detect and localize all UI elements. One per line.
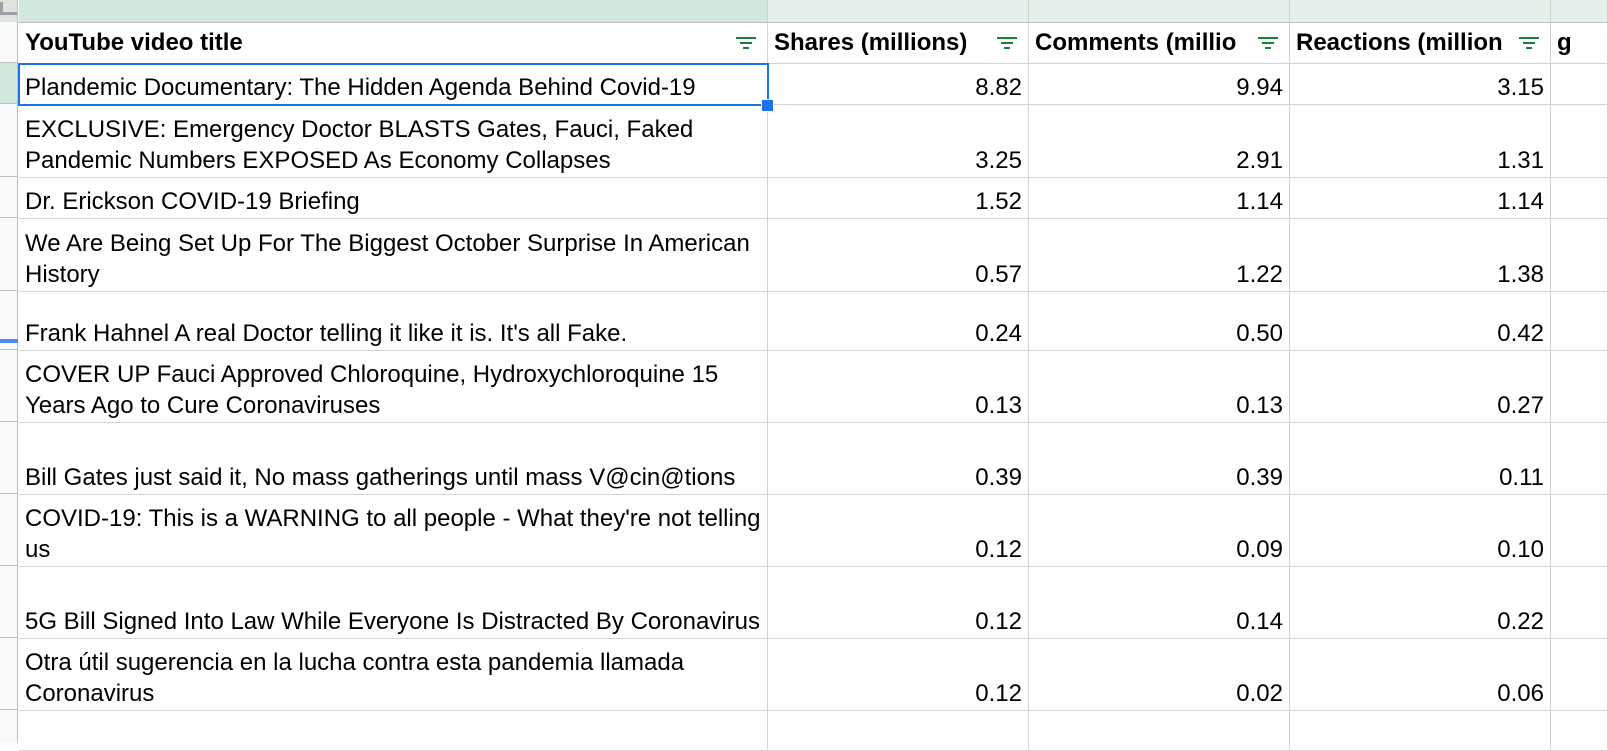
row-header[interactable]	[0, 566, 17, 638]
reactions-cell[interactable]: 0.06	[1290, 639, 1551, 711]
column-header-h[interactable]	[19, 0, 768, 22]
corner-icon	[0, 2, 17, 15]
empty-cell[interactable]	[1551, 567, 1608, 639]
header-cell-reactions[interactable]: Reactions (million	[1290, 23, 1551, 64]
column-header-l[interactable]	[1551, 0, 1608, 22]
empty-cell[interactable]	[1551, 219, 1608, 292]
comments-cell[interactable]: 0.09	[1029, 495, 1290, 567]
shares-cell[interactable]: 0.12	[768, 639, 1029, 711]
empty-cell[interactable]	[1551, 178, 1608, 219]
title-cell[interactable]: 5G Bill Signed Into Law While Everyone I…	[19, 567, 768, 639]
title-cell[interactable]: Otra útil sugerencia en la lucha contra …	[19, 639, 768, 711]
comments-cell[interactable]: 1.14	[1029, 178, 1290, 219]
title-cell[interactable]: Plandemic Documentary: The Hidden Agenda…	[19, 64, 768, 105]
empty-cell[interactable]	[1551, 711, 1608, 751]
empty-cell[interactable]	[1551, 64, 1608, 105]
shares-cell[interactable]: 0.24	[768, 292, 1029, 351]
reactions-cell[interactable]: 1.14	[1290, 178, 1551, 219]
reactions-cell[interactable]: 0.22	[1290, 567, 1551, 639]
shares-cell[interactable]: 1.52	[768, 178, 1029, 219]
filter-icon[interactable]	[735, 35, 757, 51]
row-header[interactable]	[0, 177, 17, 218]
row-header-gutter	[0, 22, 18, 742]
title-cell[interactable]	[19, 711, 768, 751]
row-header[interactable]	[0, 350, 17, 422]
title-cell[interactable]: EXCLUSIVE: Emergency Doctor BLASTS Gates…	[19, 105, 768, 178]
comments-cell[interactable]: 0.50	[1029, 292, 1290, 351]
column-header-j[interactable]	[1029, 0, 1290, 22]
reactions-cell[interactable]: 1.38	[1290, 219, 1551, 292]
header-cell-shares[interactable]: Shares (millions)	[768, 23, 1029, 64]
title-cell[interactable]: Dr. Erickson COVID-19 Briefing	[19, 178, 768, 219]
filter-icon[interactable]	[1518, 35, 1540, 51]
reactions-cell[interactable]: 1.31	[1290, 105, 1551, 178]
empty-cell[interactable]	[1551, 639, 1608, 711]
row-header[interactable]	[0, 638, 17, 710]
column-header-i[interactable]	[768, 0, 1029, 22]
title-cell[interactable]: COVID-19: This is a WARNING to all peopl…	[19, 495, 768, 567]
header-cell-comments[interactable]: Comments (millio	[1029, 23, 1290, 64]
comments-cell[interactable]: 0.13	[1029, 351, 1290, 423]
header-label: YouTube video title	[25, 29, 243, 56]
header-label: Shares (millions)	[774, 29, 968, 56]
header-cell-title[interactable]: YouTube video title	[19, 23, 768, 64]
comments-cell[interactable]	[1029, 711, 1290, 751]
reactions-cell[interactable]: 0.11	[1290, 423, 1551, 495]
row-header[interactable]	[0, 63, 17, 104]
filter-icon[interactable]	[1257, 35, 1279, 51]
row-header[interactable]	[0, 422, 17, 494]
comments-cell[interactable]: 0.02	[1029, 639, 1290, 711]
title-cell[interactable]: COVER UP Fauci Approved Chloroquine, Hyd…	[19, 351, 768, 423]
select-all-corner[interactable]	[0, 0, 18, 22]
shares-cell[interactable]: 0.39	[768, 423, 1029, 495]
header-label: g	[1557, 29, 1572, 56]
fill-handle[interactable]	[761, 99, 774, 112]
header-label: Comments (millio	[1035, 29, 1237, 56]
header-cell-partial[interactable]: g	[1551, 23, 1608, 64]
title-cell[interactable]: Bill Gates just said it, No mass gatheri…	[19, 423, 768, 495]
reactions-cell[interactable]: 0.42	[1290, 292, 1551, 351]
comments-cell[interactable]: 0.14	[1029, 567, 1290, 639]
title-cell[interactable]: We Are Being Set Up For The Biggest Octo…	[19, 219, 768, 292]
row-header[interactable]	[0, 494, 17, 566]
title-cell[interactable]: Frank Hahnel A real Doctor telling it li…	[19, 292, 768, 351]
shares-cell[interactable]: 0.13	[768, 351, 1029, 423]
row-header[interactable]	[0, 291, 17, 350]
row-header[interactable]	[0, 22, 17, 63]
filter-icon[interactable]	[996, 35, 1018, 51]
shares-cell[interactable]: 3.25	[768, 105, 1029, 178]
row-header[interactable]	[0, 218, 17, 291]
comments-cell[interactable]: 2.91	[1029, 105, 1290, 178]
column-header-k[interactable]	[1290, 0, 1551, 22]
empty-cell[interactable]	[1551, 292, 1608, 351]
shares-cell[interactable]: 0.12	[768, 567, 1029, 639]
shares-cell[interactable]: 8.82	[768, 64, 1029, 105]
reactions-cell[interactable]: 0.27	[1290, 351, 1551, 423]
empty-cell[interactable]	[1551, 423, 1608, 495]
comments-cell[interactable]: 1.22	[1029, 219, 1290, 292]
row-resize-indicator[interactable]	[0, 339, 18, 343]
empty-cell[interactable]	[1551, 351, 1608, 423]
reactions-cell[interactable]: 0.10	[1290, 495, 1551, 567]
shares-cell[interactable]: 0.12	[768, 495, 1029, 567]
comments-cell[interactable]: 0.39	[1029, 423, 1290, 495]
column-header-row	[0, 0, 1608, 23]
reactions-cell[interactable]: 3.15	[1290, 64, 1551, 105]
shares-cell[interactable]: 0.57	[768, 219, 1029, 292]
comments-cell[interactable]: 9.94	[1029, 64, 1290, 105]
empty-cell[interactable]	[1551, 495, 1608, 567]
shares-cell[interactable]	[768, 711, 1029, 751]
header-label: Reactions (million	[1296, 29, 1503, 56]
reactions-cell[interactable]	[1290, 711, 1551, 751]
row-header[interactable]	[0, 104, 17, 177]
empty-cell[interactable]	[1551, 105, 1608, 178]
